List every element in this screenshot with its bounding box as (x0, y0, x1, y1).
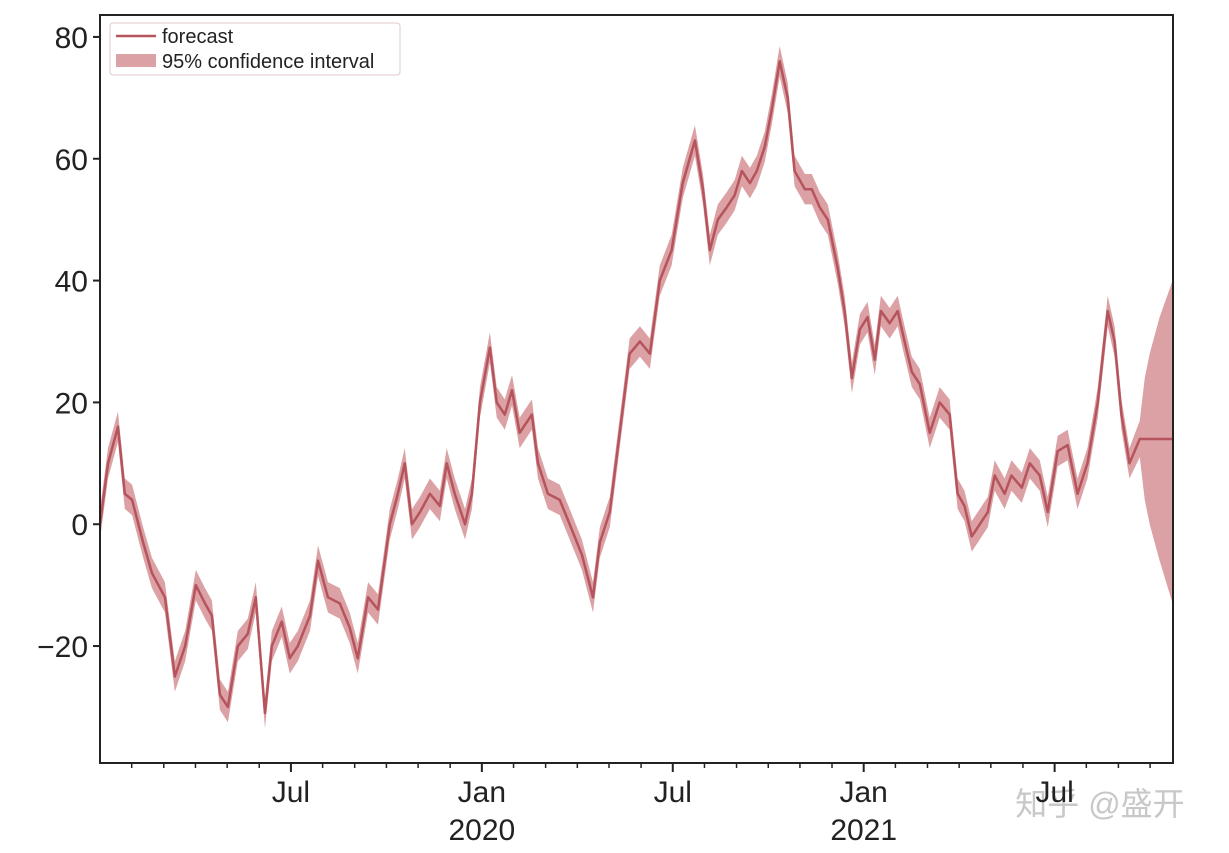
x-tick-year: 2020 (448, 814, 515, 847)
x-tick-label: Jul (1035, 776, 1073, 809)
legend-label: 95% confidence interval (162, 51, 374, 73)
y-tick-label: −20 (37, 631, 88, 664)
forecast-line (98, 60, 1173, 715)
legend-box (109, 22, 401, 76)
x-tick-label: Jan (840, 776, 888, 809)
y-tick-label: 60 (55, 144, 88, 177)
legend-band-swatch (116, 54, 156, 67)
plot-frame (99, 14, 1174, 764)
x-tick-label: Jan (458, 776, 506, 809)
y-tick-label: 80 (55, 22, 88, 55)
y-tick-label: 0 (71, 509, 88, 542)
x-tick-label: Jul (654, 776, 692, 809)
legend-label: forecast (162, 26, 234, 48)
x-tick-label: Jul (272, 776, 310, 809)
y-tick-label: 20 (55, 387, 88, 420)
x-tick-year: 2021 (830, 814, 897, 847)
watermark: 知乎 @盛开 (1015, 786, 1184, 822)
y-tick-label: 40 (55, 266, 88, 299)
